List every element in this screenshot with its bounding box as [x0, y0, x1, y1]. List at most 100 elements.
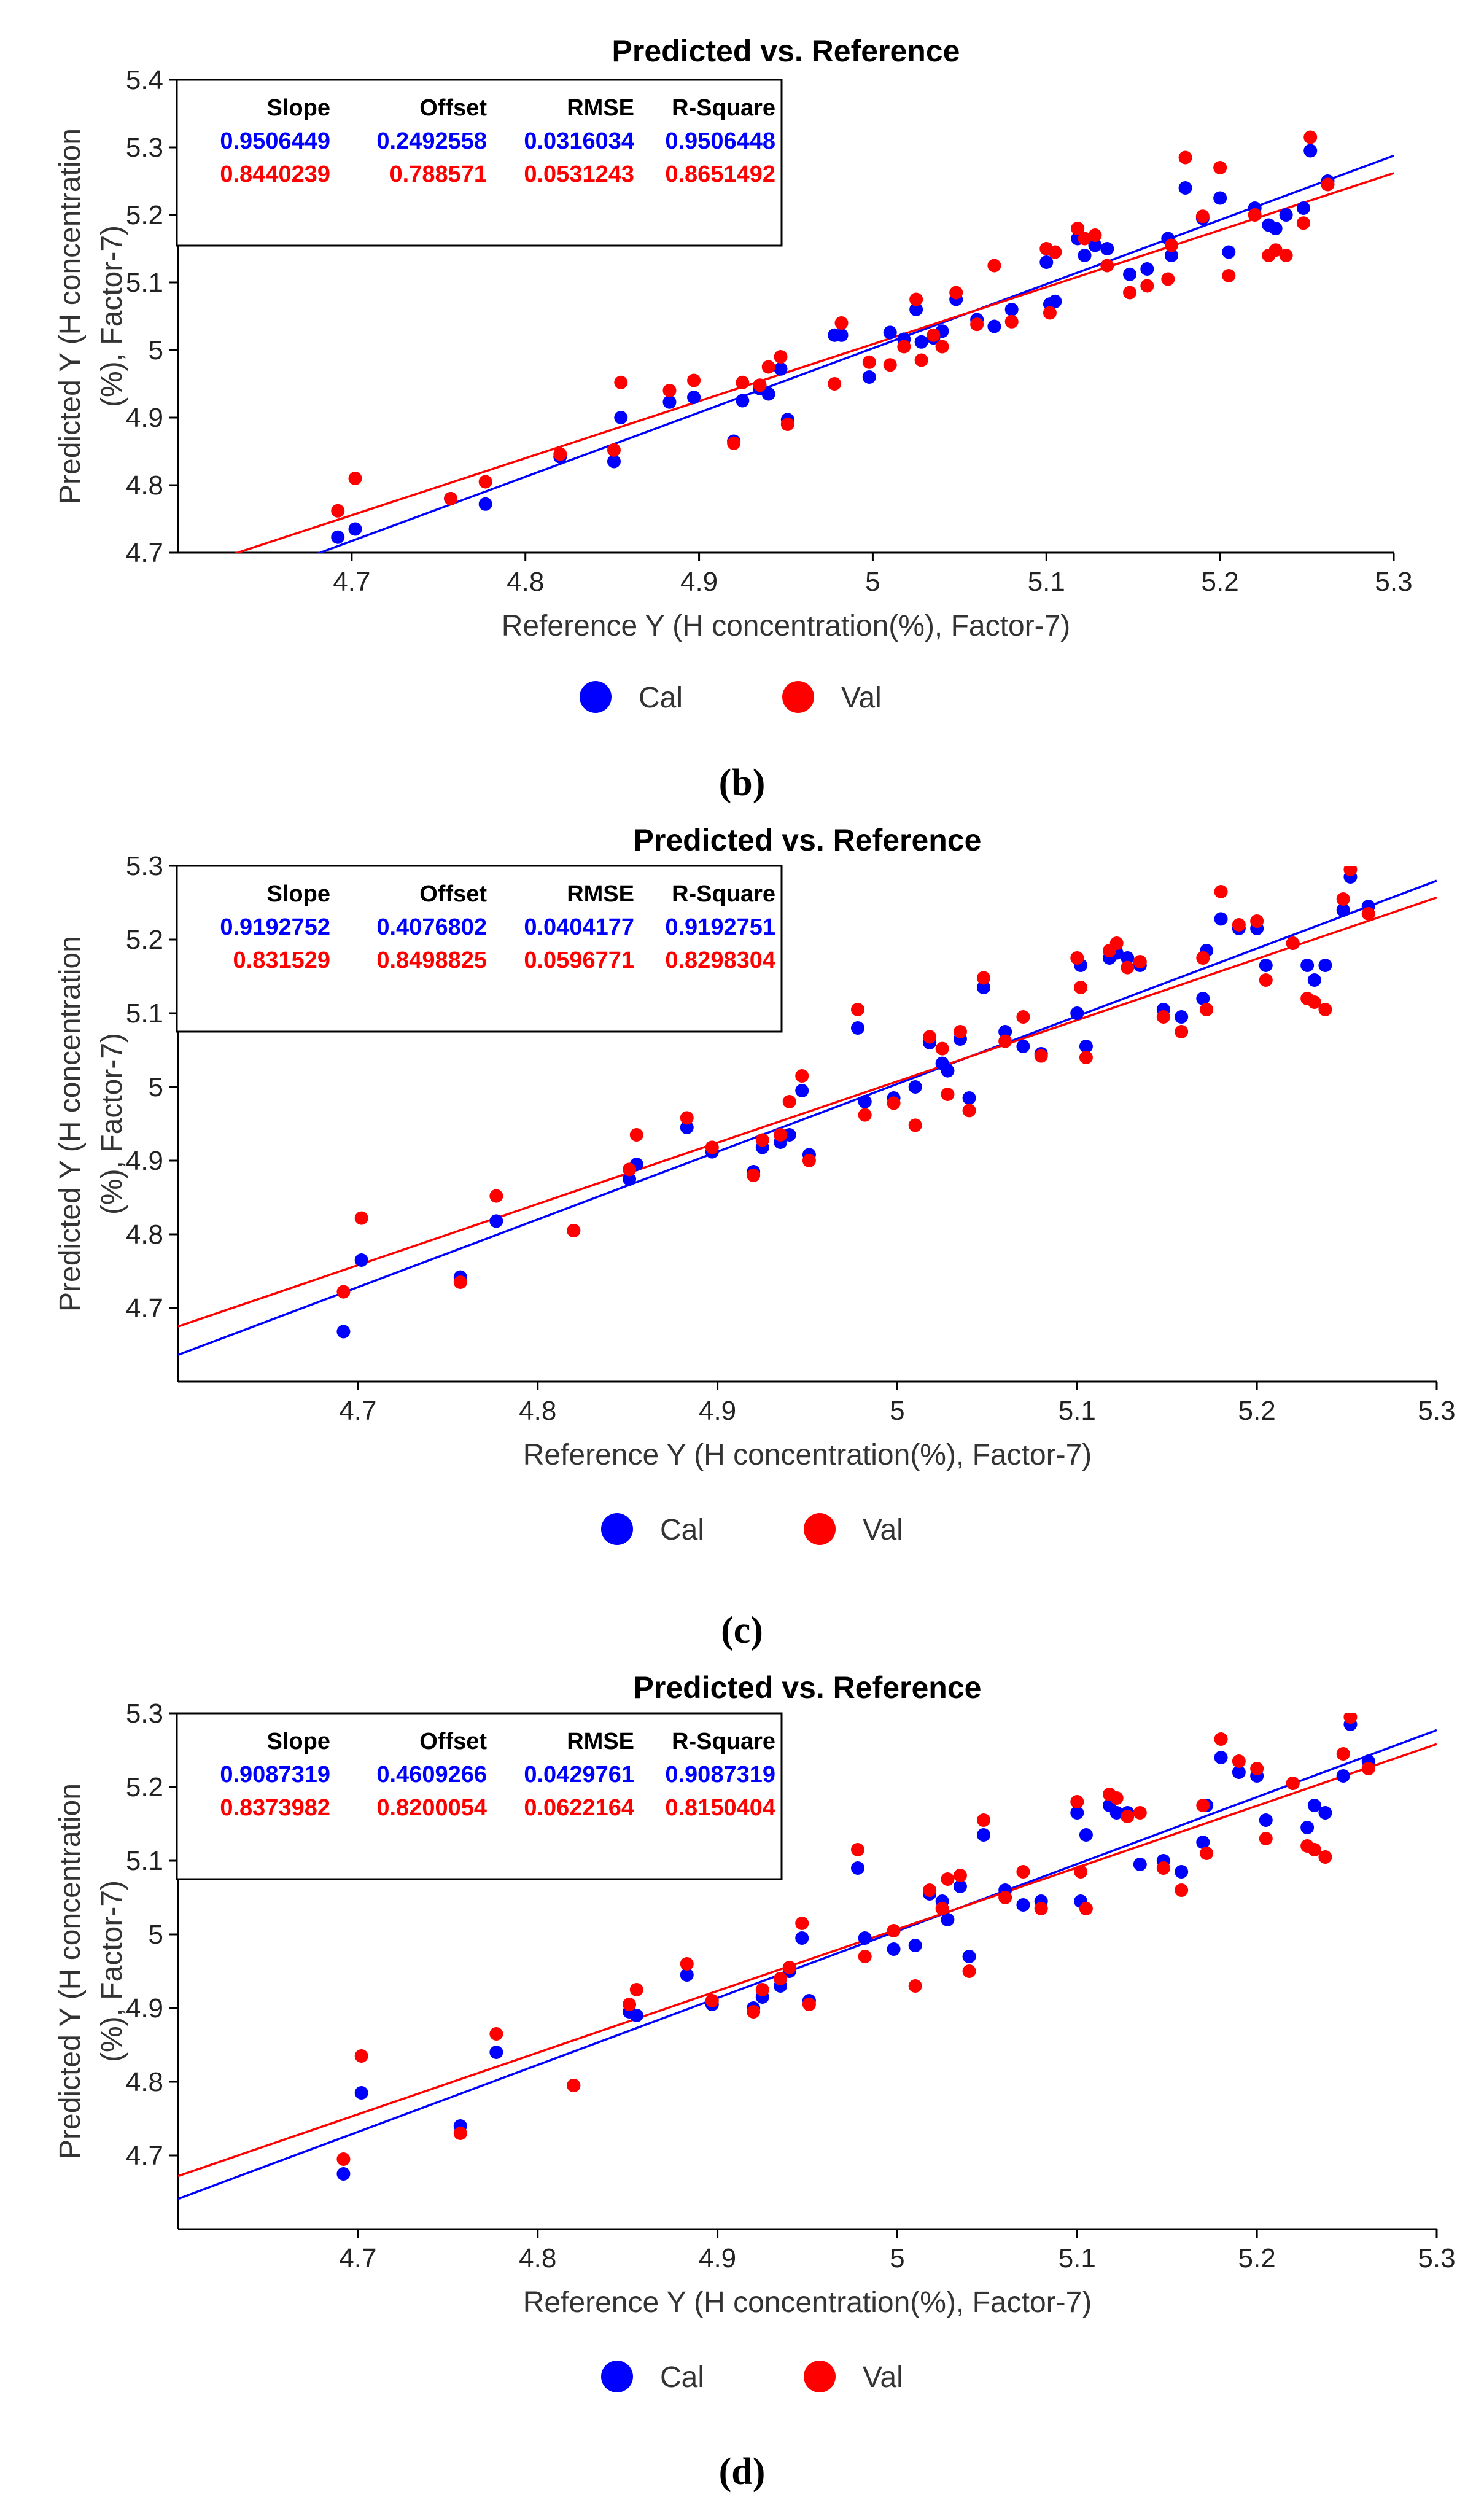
cal-point [1016, 1898, 1030, 1912]
val-point [553, 447, 567, 461]
val-point [1196, 951, 1210, 965]
val-point [1164, 238, 1178, 252]
cal-point [1140, 262, 1154, 276]
chart-title: Predicted vs. Reference [612, 34, 960, 68]
val-point [1074, 1865, 1088, 1879]
cal-stat-value: 0.9506448 [665, 128, 775, 154]
cal-point [761, 387, 775, 401]
y-tick-label: 5.1 [126, 1846, 163, 1876]
val-point [908, 1979, 922, 1993]
cal-point [1109, 1806, 1124, 1820]
x-tick-label: 4.8 [507, 567, 544, 597]
val-point [1214, 1732, 1228, 1746]
cal-point [336, 1325, 351, 1339]
cal-point [909, 303, 923, 316]
cal-point [336, 2167, 351, 2181]
val-stat-value: 0.8298304 [665, 948, 775, 973]
val-point [887, 1096, 901, 1110]
cal-point [607, 454, 621, 469]
legend-cal-label: Cal [660, 2361, 704, 2394]
val-point [1070, 1795, 1084, 1808]
val-point [1361, 907, 1375, 921]
val-point [1200, 1003, 1214, 1016]
cal-point [1268, 222, 1283, 235]
y-tick-label: 5.3 [126, 851, 163, 881]
val-point [795, 1069, 809, 1083]
cal-point [1039, 255, 1054, 269]
val-point [1279, 249, 1293, 262]
x-axis-label: Reference Y (H concentration(%), Factor-… [523, 1439, 1092, 1471]
val-point [614, 375, 628, 389]
cal-point [1214, 912, 1228, 926]
val-point [782, 1961, 796, 1974]
val-point [453, 1275, 467, 1289]
cal-point [914, 335, 928, 349]
val-point [774, 350, 788, 364]
val-point [1079, 1051, 1093, 1064]
stats-header: R-Square [672, 1729, 775, 1754]
cal-point [736, 394, 750, 408]
val-point [489, 1189, 503, 1203]
val-point [1178, 150, 1192, 165]
legend: Cal Val [601, 2361, 903, 2394]
legend-cal-label: Cal [660, 1514, 704, 1546]
cal-point [858, 1095, 872, 1108]
val-point [1195, 209, 1210, 224]
cal-point [1307, 1799, 1321, 1812]
cal-point [1070, 1806, 1084, 1820]
y-tick-label: 4.8 [126, 2067, 163, 2097]
val-point [883, 358, 897, 372]
val-point [1156, 1861, 1170, 1875]
val-point [1318, 1850, 1332, 1864]
cal-point [1133, 1858, 1147, 1871]
val-point [1343, 1713, 1358, 1724]
x-tick-label: 4.8 [519, 2243, 556, 2273]
x-tick-label: 5 [890, 2243, 904, 2273]
x-tick-label: 5.3 [1418, 2243, 1455, 2273]
val-point [828, 377, 842, 391]
val-point [623, 1998, 637, 2011]
val-point [1222, 269, 1236, 282]
x-tick-label: 4.9 [699, 2243, 736, 2273]
cal-point [1078, 249, 1092, 262]
cal-point [1318, 959, 1332, 972]
cal-point [1004, 303, 1019, 316]
y-tick-label: 5.2 [126, 1772, 163, 1802]
val-point [1140, 279, 1154, 293]
x-axis-label: Reference Y (H concentration(%), Factor-… [523, 2286, 1092, 2319]
stats-header: Offset [419, 95, 487, 121]
val-point [1016, 1010, 1030, 1024]
val-point [1088, 228, 1102, 242]
val-point [953, 1869, 967, 1882]
x-tick-label: 5.1 [1028, 567, 1065, 597]
val-point [1100, 259, 1114, 273]
val-point [1196, 1799, 1210, 1812]
val-point [336, 1285, 351, 1299]
y-tick-label: 4.9 [126, 403, 163, 433]
val-point [1259, 973, 1273, 987]
val-point [1109, 1791, 1124, 1805]
cal-regression-line [317, 154, 1394, 553]
val-point [834, 316, 849, 330]
legend: Cal Val [580, 681, 882, 714]
cal-point [1318, 1806, 1332, 1820]
val-point [851, 1843, 864, 1856]
val-point [1079, 1902, 1093, 1915]
plot-area [234, 130, 1394, 553]
val-point [1175, 1025, 1189, 1038]
val-point [1004, 314, 1019, 329]
val-point [887, 1924, 901, 1937]
val-point [909, 292, 923, 306]
x-tick-label: 4.8 [519, 1396, 556, 1426]
val-point [858, 1950, 872, 1963]
val-point [727, 436, 741, 450]
cal-point [687, 391, 701, 404]
legend: Cal Val [601, 1513, 903, 1546]
cal-point [977, 981, 990, 994]
val-stat-value: 0.831529 [233, 948, 331, 973]
val-point [354, 2049, 368, 2063]
val-point [935, 340, 949, 354]
val-point [862, 355, 876, 369]
x-tick-label: 5 [890, 1396, 904, 1426]
val-point [941, 1872, 955, 1886]
